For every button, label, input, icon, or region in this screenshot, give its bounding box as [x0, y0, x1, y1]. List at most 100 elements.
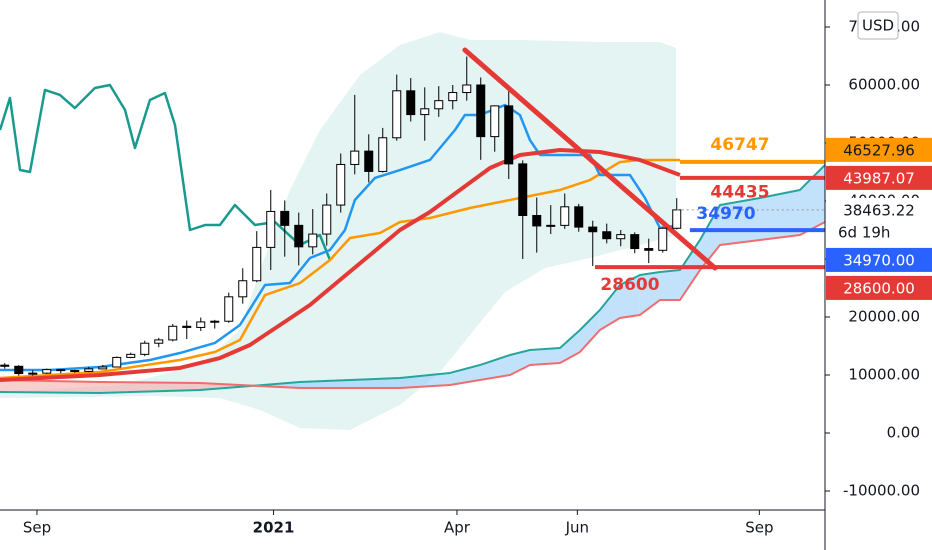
- candle-body: [546, 224, 556, 227]
- candle-body: [196, 321, 206, 328]
- annotation-label: 34970: [696, 204, 755, 224]
- candle-body: [308, 233, 318, 248]
- price-tag: [826, 137, 932, 162]
- annotation-label: 46747: [710, 135, 769, 155]
- x-tick-label: Apr: [444, 519, 471, 537]
- candle-body: [672, 209, 682, 229]
- candle-body: [560, 206, 570, 226]
- candle-body: [364, 150, 374, 172]
- candle-body: [56, 369, 66, 372]
- candle-body: [588, 226, 598, 233]
- candle-body: [252, 246, 262, 282]
- price-tag-label: 34970.00: [843, 251, 915, 269]
- candle-body: [70, 370, 80, 373]
- cloud-fill: [529, 347, 560, 366]
- cloud-fill: [399, 372, 450, 388]
- candle-body: [42, 369, 52, 374]
- candle-body: [420, 108, 430, 116]
- plot-area: [0, 47, 826, 394]
- cloud-fill: [799, 164, 825, 235]
- y-tick-label: -10000.00: [843, 481, 920, 499]
- candle-body: [476, 84, 486, 138]
- candle-body: [140, 342, 150, 355]
- candle-body: [84, 368, 94, 372]
- price-tag: [826, 197, 932, 222]
- cloud-fill: [639, 271, 660, 315]
- candle-body: [616, 234, 626, 240]
- candle-body: [406, 90, 416, 116]
- cloud-fill: [619, 275, 640, 318]
- cloud-fill: [0, 379, 100, 393]
- cloud-fill: [300, 378, 400, 388]
- candle-body: [644, 248, 654, 251]
- candle-body: [154, 339, 164, 344]
- candle-body: [322, 204, 332, 235]
- annotation-label: 44435: [710, 182, 769, 202]
- candle-body: [602, 231, 612, 240]
- candle-body: [504, 105, 514, 165]
- cloud-fill: [580, 309, 600, 352]
- cloud-span-a: [0, 164, 826, 394]
- candle-body: [462, 84, 472, 94]
- price-tag: [826, 165, 932, 190]
- candle-body: [658, 227, 668, 251]
- candle-body: [224, 296, 234, 322]
- cloud-fill: [699, 205, 721, 271]
- x-tick-label: 2021: [253, 519, 295, 537]
- cloud-fill: [759, 189, 800, 240]
- countdown-label: 6d 19h: [838, 223, 890, 241]
- candle-body: [280, 210, 290, 226]
- candle-body: [28, 372, 38, 375]
- candle-body: [168, 325, 178, 341]
- indicator-line: [0, 158, 680, 380]
- candle-body: [448, 92, 458, 102]
- price-tag: [826, 275, 932, 300]
- candle-body: [182, 325, 192, 328]
- price-tag-label: 43987.07: [843, 169, 915, 187]
- x-tick-label: Jun: [565, 519, 589, 537]
- cloud-fill: [559, 329, 581, 363]
- cloud-span-b: [0, 221, 826, 389]
- price-tag: [826, 247, 932, 272]
- indicator-line: [0, 83, 332, 261]
- currency-badge[interactable]: [857, 11, 899, 40]
- cloud-fill: [510, 350, 530, 375]
- candle-body: [336, 163, 346, 206]
- candle-body: [518, 163, 528, 216]
- candle-body: [350, 150, 360, 165]
- annotation-label: 28600: [600, 275, 659, 295]
- indicator-line: [0, 148, 681, 382]
- candle-body: [434, 100, 444, 110]
- cloud-fill: [659, 270, 680, 301]
- cloud-fill: [599, 284, 620, 330]
- candle-body: [294, 224, 304, 248]
- candle-body: [98, 366, 108, 370]
- y-tick-label: 20000.00: [848, 307, 920, 325]
- y-tick-label: 60000.00: [848, 75, 920, 93]
- x-tick-label: Sep: [23, 519, 51, 537]
- candle-body: [14, 365, 24, 375]
- x-tick-label: Sep: [745, 519, 773, 537]
- cloud-fill: [449, 365, 480, 385]
- candle-body: [490, 105, 500, 138]
- candle-body: [210, 320, 220, 323]
- candle-body: [266, 210, 276, 248]
- candle-body: [532, 214, 542, 227]
- trendline: [462, 47, 718, 271]
- candle-body: [574, 206, 584, 228]
- candle-body: [126, 353, 136, 358]
- y-tick-label: 10000.00: [848, 365, 920, 383]
- cloud-fill: [479, 354, 511, 380]
- currency-label: USD: [862, 17, 894, 35]
- cloud-fill: [679, 239, 700, 301]
- candle-body: [238, 280, 248, 298]
- y-tick-label: 0.00: [887, 423, 920, 441]
- price-tag-label: 28600.00: [843, 279, 915, 297]
- countdown-box: [826, 221, 932, 244]
- candle-body: [630, 234, 640, 250]
- candle-body: [0, 364, 10, 367]
- cloud-fill: [720, 197, 760, 246]
- price-tag-label: 46527.96: [843, 141, 915, 159]
- candle-body: [112, 356, 122, 368]
